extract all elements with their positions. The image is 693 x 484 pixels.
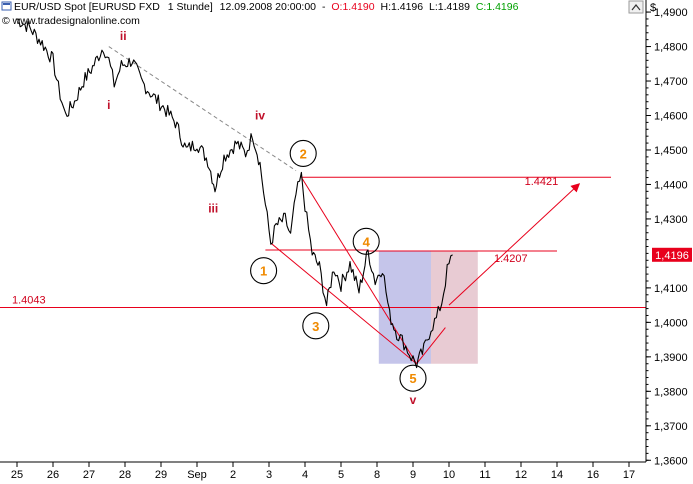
wave-text: 4	[363, 234, 371, 249]
projection-arrow	[448, 183, 581, 306]
wave-text: 3	[312, 319, 319, 334]
wave-label-i: i	[107, 98, 110, 112]
x-tick-label: Sep	[187, 469, 207, 481]
x-tick-label: 26	[47, 469, 59, 481]
chart-header: EUR/USD Spot [EURUSD FXD 1 Stunde] 12.09…	[1, 1, 519, 27]
x-tick-label: 12	[515, 469, 527, 481]
x-tick-label: 17	[623, 469, 635, 481]
wave-text: ii	[120, 29, 127, 43]
x-tick-label: 2	[230, 469, 236, 481]
price-series	[16, 18, 453, 369]
wave-circle	[352, 227, 380, 255]
x-tick-label: 4	[302, 469, 308, 481]
y-tick-label: 1,4000	[654, 317, 688, 329]
header-symbol: EUR/USD Spot [EURUSD FXD	[14, 1, 160, 13]
drawn-lines	[108, 46, 581, 365]
header-icon	[1, 1, 12, 11]
wave-circle	[399, 364, 427, 392]
channel-line-2	[270, 242, 417, 365]
wave-label-iv: iv	[255, 109, 265, 123]
wave-text: iv	[255, 109, 265, 123]
y-tick-label: 1,4800	[654, 42, 688, 54]
scroll-up-button[interactable]	[628, 0, 644, 14]
x-tick-label: 29	[155, 469, 167, 481]
last-price-label: 1,4196	[655, 250, 689, 262]
wave-text: iii	[208, 202, 218, 216]
wave-text: 1	[260, 264, 267, 279]
header-interval: 1 Stunde]	[168, 1, 213, 13]
wave-label-3: 3	[302, 312, 330, 340]
x-tick-label: 16	[587, 469, 599, 481]
y-tick-label: 1,4300	[654, 214, 688, 226]
x-tick-label: 10	[443, 469, 455, 481]
level-label-1-4043: 1.4043	[12, 295, 46, 307]
header-low: L:1.4189	[429, 1, 470, 13]
wave-circle	[289, 139, 317, 167]
wave-label-4: 4	[352, 227, 380, 255]
y-tick-label: 1,3600	[654, 455, 688, 467]
wave-label-ii: ii	[120, 29, 127, 43]
wave-text: i	[107, 98, 110, 112]
dashed-trendline	[108, 46, 297, 172]
wave-label-2: 2	[289, 139, 317, 167]
wave-label-v: v	[410, 393, 417, 407]
channel-line-3	[416, 327, 446, 365]
x-tick-label: 9	[410, 469, 416, 481]
x-tick-label: 14	[551, 469, 563, 481]
x-tick-label: 25	[11, 469, 23, 481]
y-tick-label: 1,3900	[654, 352, 688, 364]
wave-circle	[302, 312, 330, 340]
header-close: C:1.4196	[476, 1, 519, 13]
x-tick-label: 3	[266, 469, 272, 481]
last-price-box	[652, 247, 692, 262]
x-tick-label: 27	[83, 469, 95, 481]
last-price-marker: 1,4196	[652, 247, 692, 262]
x-tick-label: 11	[479, 469, 490, 481]
x-tick-label: 8	[374, 469, 380, 481]
y-tick-label: 1,4700	[654, 76, 688, 88]
wave-label-1: 1	[250, 257, 278, 285]
header-open: O:1.4190	[331, 1, 374, 13]
x-axis-ticks: 25 26 27 28 29 Sep 2 3 4 5 8 9 10 11 12 14 16 17	[11, 462, 635, 481]
y-tick-label: 1,4600	[654, 111, 688, 123]
y-tick-label: 1,3700	[654, 421, 688, 433]
level-label-1-4421: 1.4421	[525, 176, 559, 188]
y-tick-label: 1,4400	[654, 179, 688, 191]
y-axis-ticks: 1,4900 1,4800 1,4700 1,4600 1,4500 1,4400 1,43…	[646, 7, 688, 467]
channel-line-1	[300, 176, 418, 365]
header-separator: -	[322, 1, 326, 13]
header-high: H:1.4196	[380, 1, 423, 13]
wave-text: v	[410, 393, 417, 407]
y-tick-label: 1,3800	[654, 386, 688, 398]
currency-symbol: $	[650, 2, 656, 14]
wave-circle	[250, 257, 278, 285]
price-line	[16, 18, 453, 369]
x-tick-label: 28	[119, 469, 131, 481]
y-tick-label: 1,4100	[654, 283, 688, 295]
x-tick-label: 5	[338, 469, 344, 481]
wave-text: 5	[409, 371, 416, 386]
watermark: © www.tradesignalonline.com	[2, 15, 140, 27]
chevron-up-icon	[631, 4, 641, 11]
y-tick-label: 1,4900	[654, 7, 688, 19]
wave-text: 2	[300, 146, 307, 161]
wave-label-iii: iii	[208, 202, 218, 216]
y-tick-label: 1,4500	[654, 145, 688, 157]
svg-text:EUR/USD Spot [EURUSD FXD: EUR/USD Spot [EURUSD FXD 1 Stunde] 12.09…	[14, 1, 519, 13]
wave-label-5: 5	[399, 364, 427, 392]
header-datetime: 12.09.2008 20:00:00	[220, 1, 317, 13]
